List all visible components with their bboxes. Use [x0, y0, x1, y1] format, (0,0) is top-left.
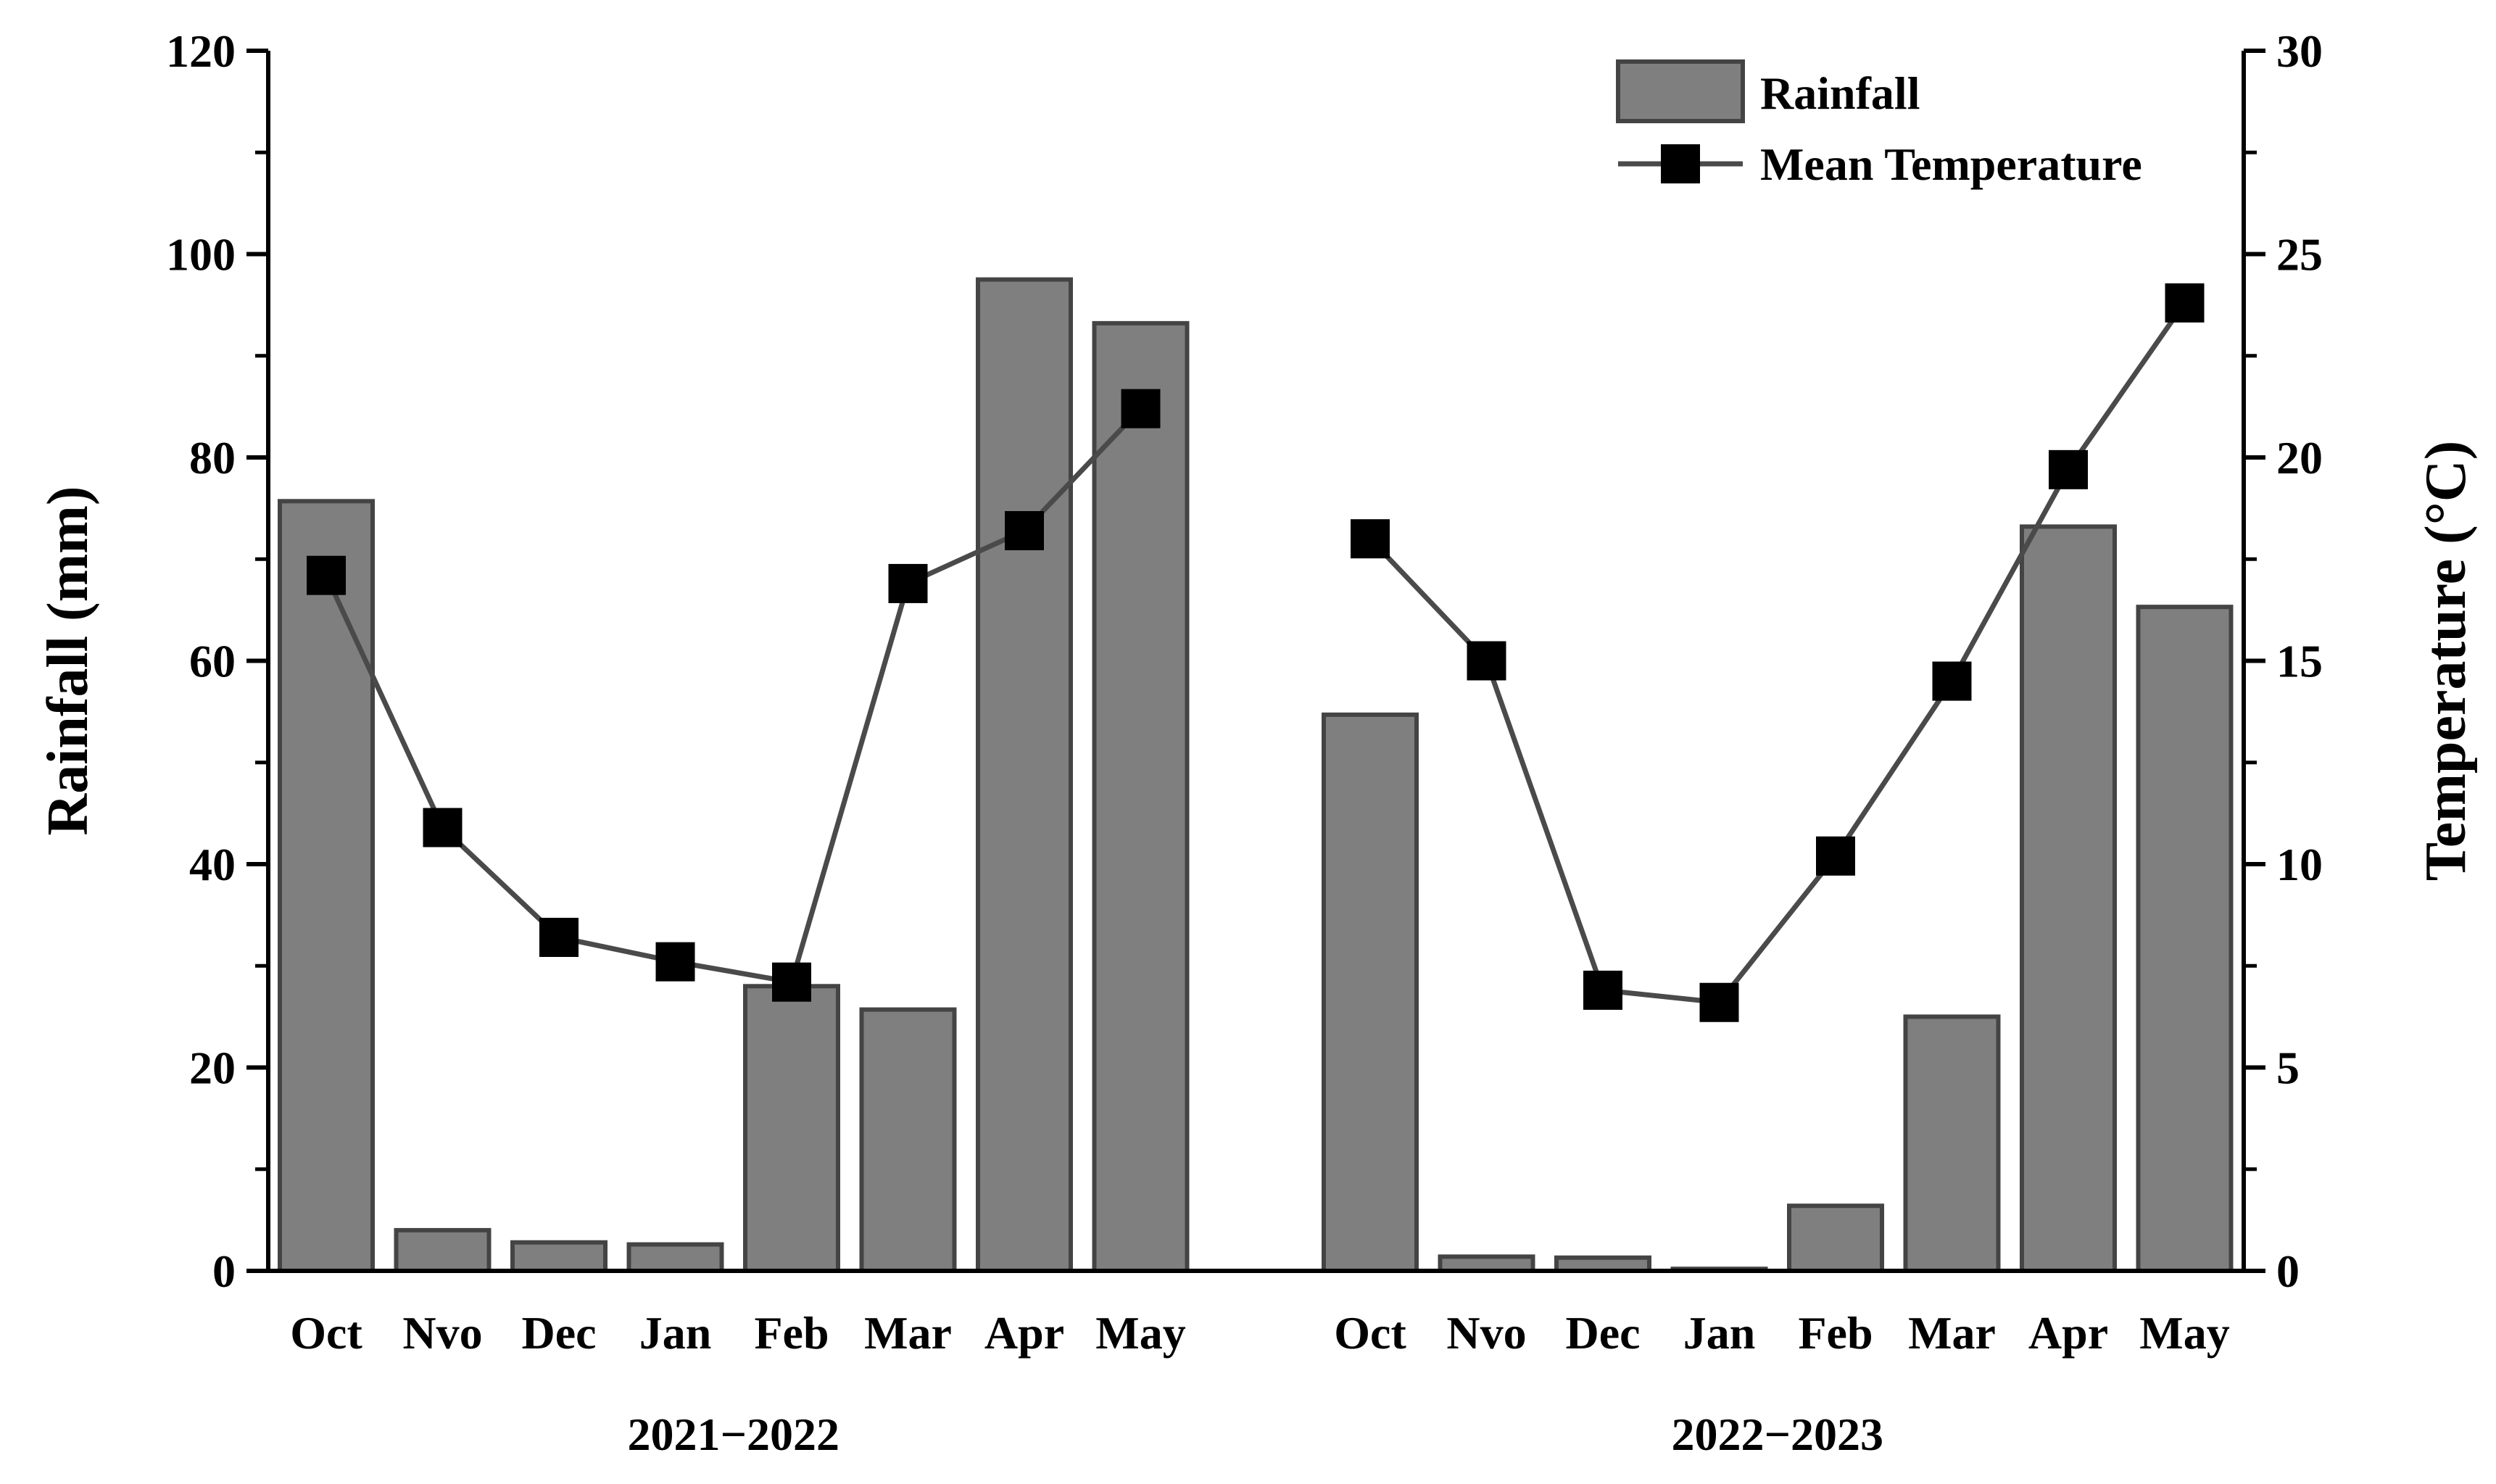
temperature-marker-1-nvo: [423, 808, 463, 847]
temperature-marker-1-mar: [888, 563, 928, 603]
temperature-marker-2-dec: [1583, 970, 1622, 1010]
rainfall-bar-1-jan: [626, 1242, 724, 1274]
temperature-marker-1-apr: [1005, 510, 1044, 550]
legend-rainfall-label: Rainfall: [1760, 67, 1920, 119]
temperature-marker-2-feb: [1816, 836, 1855, 876]
x-tick-label: Apr: [984, 1307, 1064, 1359]
x-tick-label: Mar: [864, 1307, 952, 1359]
temperature-marker-1-feb: [772, 962, 811, 1002]
temperature-marker-1-oct: [307, 555, 346, 595]
rainfall-bar-2-oct: [1322, 712, 1419, 1273]
y-right-axis-title: Temperature (°C): [2414, 441, 2478, 881]
temperature-marker-2-apr: [2049, 449, 2088, 489]
x-tick-label: Dec: [1565, 1307, 1640, 1359]
temperature-marker-2-nvo: [1467, 641, 1506, 681]
temperature-marker-2-mar: [1932, 661, 1972, 701]
right-tick-label: 30: [2276, 25, 2323, 77]
left-tick-label: 80: [189, 432, 236, 484]
rainfall-bar-1-apr: [976, 277, 1073, 1273]
temperature-marker-1-dec: [539, 917, 579, 957]
bars-layer: [278, 277, 2234, 1274]
legend: Rainfall Mean Temperature: [1616, 59, 2142, 190]
temperature-marker-1-may: [1121, 389, 1161, 428]
right-tick-label: 20: [2276, 432, 2323, 484]
temperature-line-layer: [307, 283, 2205, 1022]
right-tick-label: 5: [2276, 1042, 2300, 1094]
group-label: 2021−2022: [628, 1409, 839, 1460]
left-tick-label: 60: [189, 636, 236, 687]
x-tick-label: Apr: [2028, 1307, 2108, 1359]
rainfall-bar-1-dec: [510, 1240, 608, 1273]
left-tick-label: 20: [189, 1042, 236, 1094]
x-tick-label: Feb: [754, 1307, 829, 1359]
temperature-marker-2-jan: [1699, 982, 1739, 1022]
right-tick-label: 25: [2276, 229, 2323, 281]
temperature-marker-2-may: [2165, 283, 2205, 323]
labels-layer: Oct Nvo Dec Jan Feb Mar Apr May 2021−2022 Oct Nvo D…: [36, 25, 2478, 1460]
x-tick-label: May: [1095, 1307, 1185, 1359]
temperature-line-2: [1368, 301, 2187, 1006]
x-tick-label: Oct: [290, 1307, 362, 1359]
left-tick-label: 120: [166, 25, 236, 77]
legend-temperature-marker: [1661, 144, 1700, 183]
legend-temperature-label: Mean Temperature: [1760, 138, 2142, 190]
y-left-axis-title: Rainfall (mm): [36, 486, 100, 835]
left-tick-label: 40: [189, 839, 236, 890]
left-tick-label: 100: [166, 229, 236, 281]
rainfall-bar-1-feb: [743, 984, 840, 1274]
right-tick-label: 15: [2276, 636, 2323, 687]
right-tick-label: 0: [2276, 1245, 2300, 1297]
temperature-marker-1-jan: [655, 942, 695, 982]
axes-layer: [246, 49, 2265, 1273]
rainfall-bar-2-may: [2136, 605, 2234, 1273]
x-tick-label: Dec: [521, 1307, 596, 1359]
rainfall-bar-1-mar: [859, 1007, 957, 1273]
left-tick-label: 0: [212, 1245, 236, 1297]
x-tick-label: Jan: [639, 1307, 712, 1359]
rainfall-bar-1-oct: [278, 499, 375, 1273]
rainfall-bar-2-mar: [1903, 1014, 2001, 1273]
rainfall-bar-1-nvo: [394, 1227, 492, 1274]
rainfall-bar-2-apr: [2020, 524, 2117, 1273]
x-tick-label: May: [2139, 1307, 2229, 1359]
x-tick-label: Feb: [1798, 1307, 1873, 1359]
x-tick-label: Jan: [1683, 1307, 1756, 1359]
group-label: 2022−2023: [1672, 1409, 1883, 1460]
x-tick-label: Nvo: [1446, 1307, 1526, 1359]
x-tick-label: Oct: [1334, 1307, 1406, 1359]
right-tick-label: 10: [2276, 839, 2323, 890]
x-tick-label: Mar: [1908, 1307, 1996, 1359]
rainfall-bar-2-feb: [1787, 1203, 1884, 1273]
rainfall-bar-1-may: [1092, 320, 1190, 1273]
temperature-marker-2-oct: [1351, 519, 1390, 559]
legend-rainfall-swatch: [1616, 59, 1745, 123]
x-tick-label: Nvo: [402, 1307, 482, 1359]
